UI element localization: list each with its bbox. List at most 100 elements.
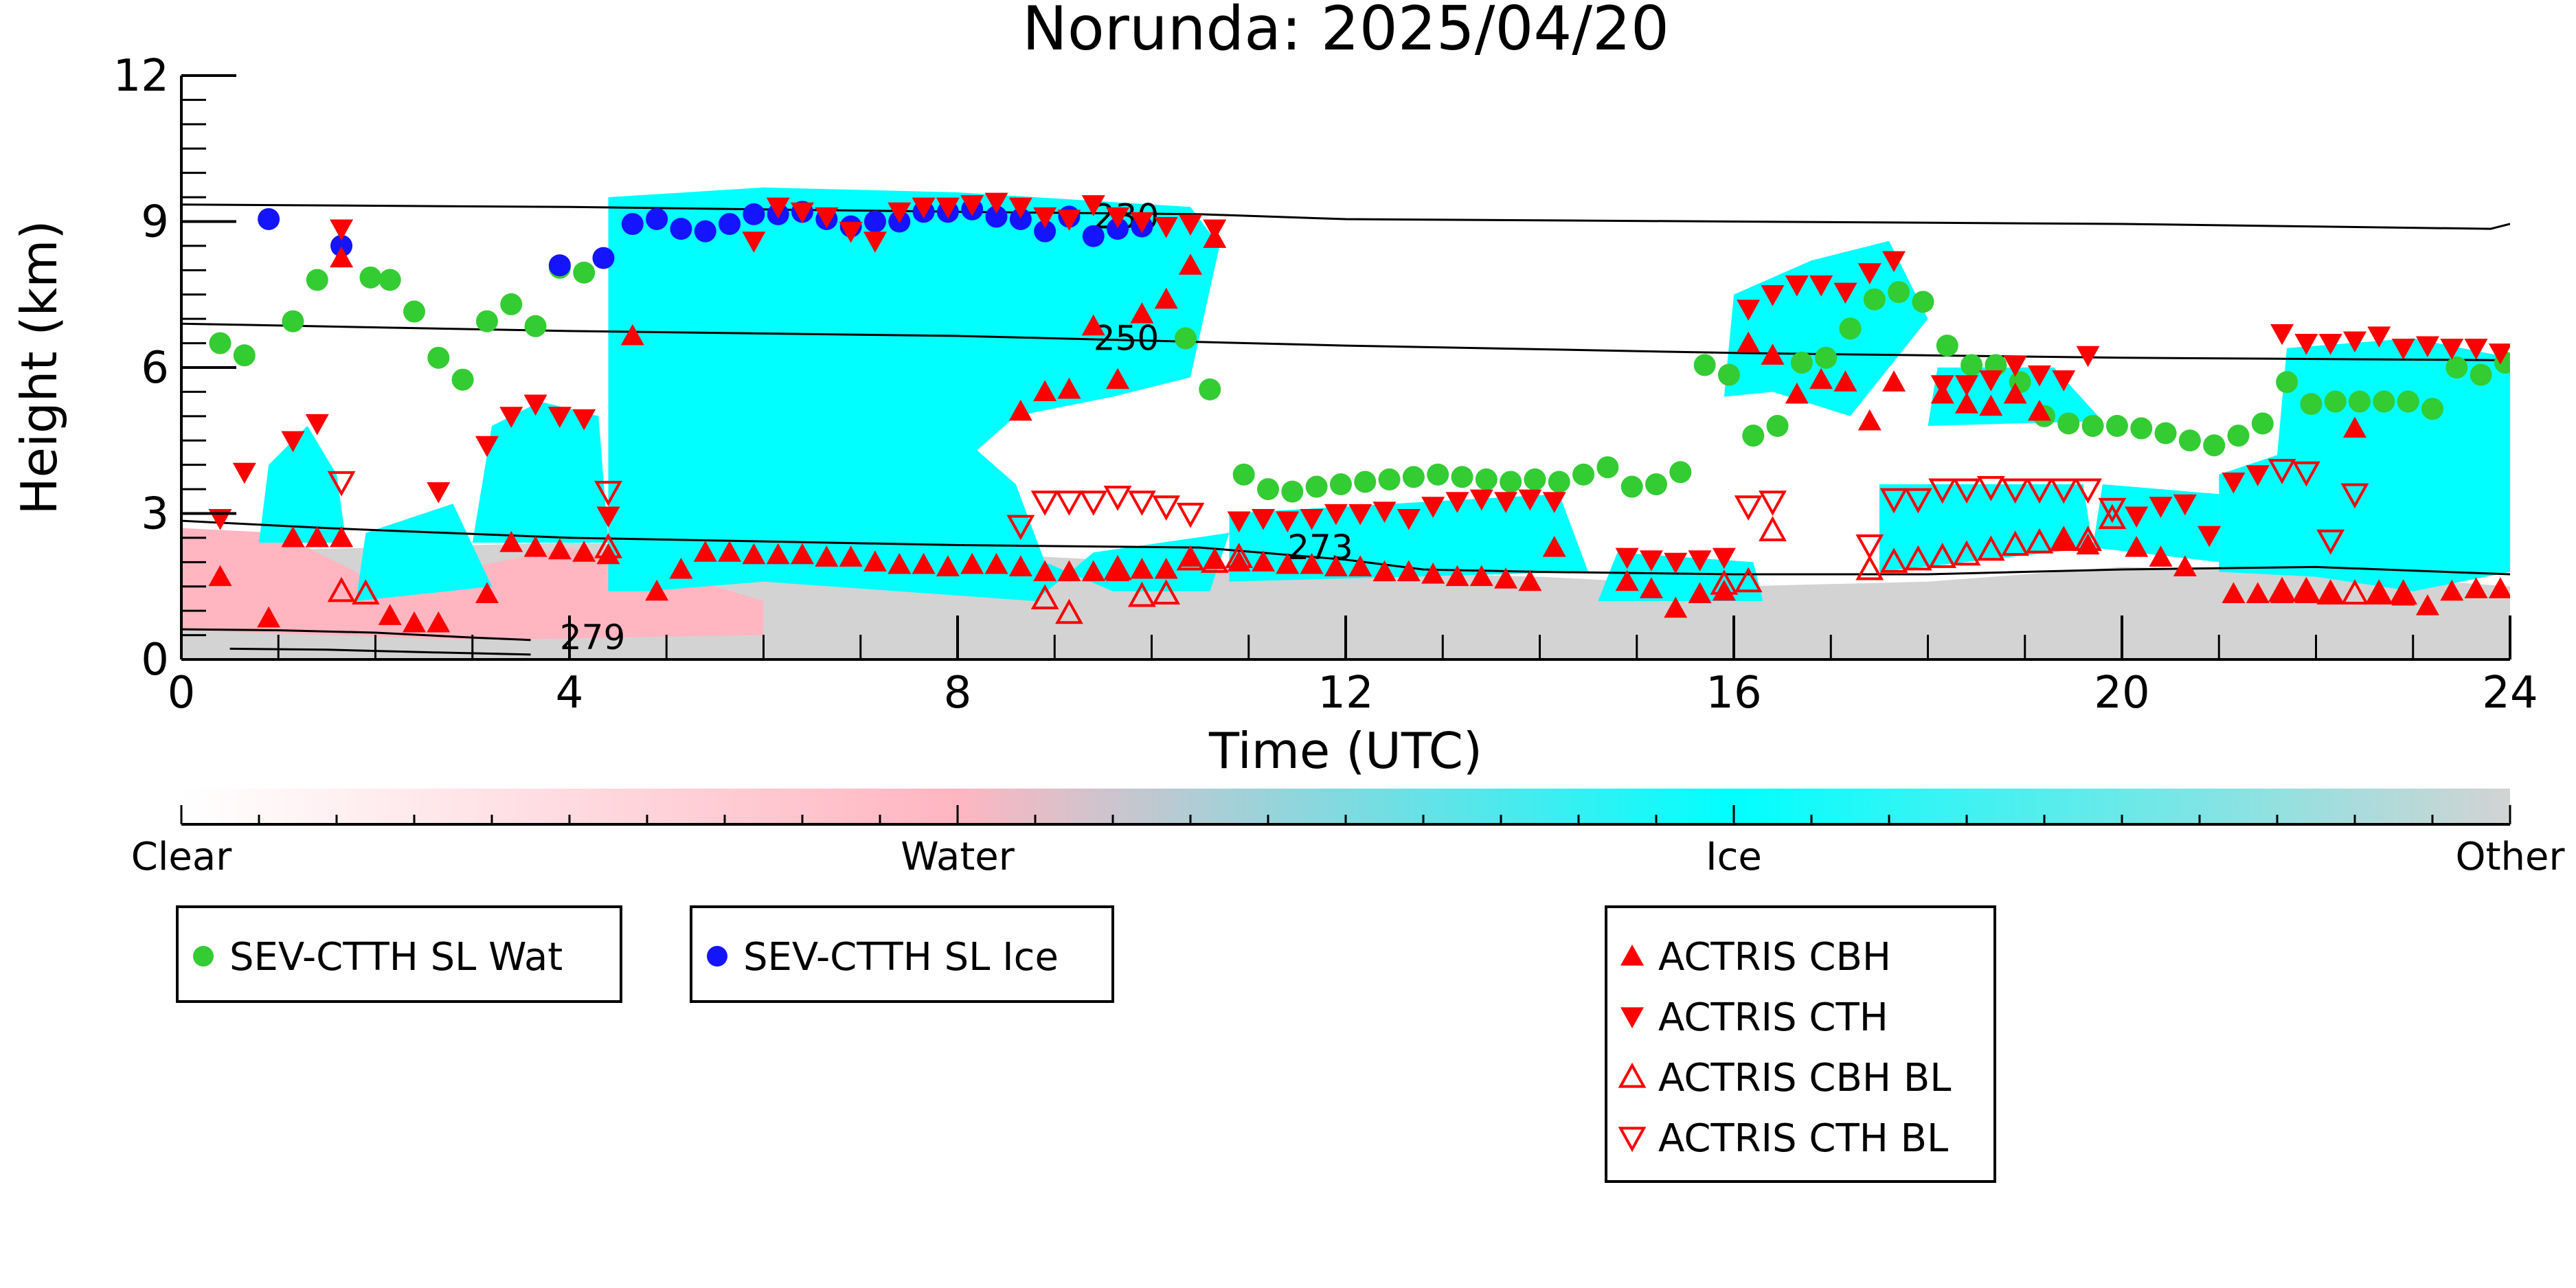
sev-ctth-sl-wat-point [2276,371,2298,394]
actris-cbh-point [2415,594,2439,615]
actris-cth-bl-point [1176,502,1205,528]
sev-ctth-sl-ice-point [1034,220,1057,242]
sev-ctth-sl-wat-point [1329,473,1352,495]
bg-region-ice-4 [472,401,609,543]
actris-cbh-point [669,557,693,579]
actris-cth-point [1857,263,1882,284]
actris-cbh-point [2343,416,2366,438]
sev-ctth-sl-wat-point [1961,354,1983,376]
actris-cbh-point [1008,399,1032,421]
actris-cth-point [1809,275,1833,297]
sev-ctth-sl-wat-point [1451,466,1473,488]
sev-ctth-sl-ice-point [1082,225,1105,247]
actris-cbh-point [960,552,984,574]
actris-cbh-point [1033,560,1057,582]
legend-frame [1605,905,1996,1183]
sev-ctth-sl-ice-point [592,247,615,269]
actris-cth-bl-point [594,481,622,506]
sev-ctth-sl-wat-point [1524,468,1546,490]
x-tick-label: 20 [2094,668,2149,719]
actris-cth-point [1057,210,1081,231]
actris-cth-point [2343,331,2366,353]
actris-cth-point [1664,552,1688,574]
actris-cbh-bl-point [1903,545,1932,571]
bg-region-ice-10 [1879,484,2093,572]
actris-cth-point [2125,506,2149,528]
actris-cbh-point [1081,560,1105,582]
sev-ctth-sl-wat-point [1281,480,1304,503]
actris-cth-point [2391,339,2415,360]
actris-cth-point [1785,275,1809,297]
actris-cbh-point [1130,557,1154,579]
sev-ctth-sl-wat-point [427,346,450,369]
actris-cth-point [281,431,305,453]
actris-cth-bl-point [1006,515,1035,541]
actris-cbh-point [1445,565,1469,587]
actris-cbh-point [2270,582,2294,603]
actris-cbh-bl-point [1176,545,1205,571]
sev-ctth-sl-wat-point [1427,463,1449,486]
actris-cth-point [2488,343,2510,365]
sev-ctth-sl-ice-point [330,234,353,257]
actris-cbh-point [499,531,523,552]
sev-ctth-sl-wat-point [1766,415,1789,437]
sev-ctth-sl-wat-point [1863,288,1886,310]
x-tick-label: 12 [1318,668,1373,719]
actris-cth-point [1494,492,1518,513]
sev-ctth-sl-ice-point [694,220,716,242]
actris-cth-bl-point [1855,534,1884,560]
actris-cth-point [1033,207,1057,229]
actris-cth-bl-point [1879,488,1908,514]
actris-cbh-bl-point [1855,554,1884,580]
actris-cth-point [766,197,790,219]
actris-cbh-point [984,552,1008,574]
actris-cth-point [1251,508,1275,530]
actris-cth-bl-point [1030,490,1059,516]
actris-cbh-point [742,543,766,565]
sev-ctth-sl-wat-point [2130,417,2153,440]
sev-ctth-sl-wat-point [2105,415,2128,437]
actris-cth-point [1955,375,1978,396]
sev-ctth-sl-wat-point [1742,425,1765,447]
actris-cth-point [888,202,912,224]
x-axis-label: Time (UTC) [1208,722,1482,780]
x-tick-label: 0 [168,668,196,719]
actris-cth-bl-point [2049,478,2078,504]
actris-cbh-bl-point [1127,581,1156,607]
actris-cbh-point [1372,560,1397,582]
actris-cth-point [1761,285,1785,306]
actris-cbh-point [863,550,887,572]
sev-ctth-sl-wat-point [1548,471,1570,493]
actris-cbh-point [888,552,912,574]
sev-ctth-sl-wat-point [2300,393,2323,416]
actris-cth-point [2197,526,2222,547]
actris-cbh-point [1057,560,1081,582]
actris-cth-point [1615,547,1639,569]
actris-cbh-point [2222,582,2246,603]
actris-cbh-point [1397,560,1421,582]
sev-ctth-sl-wat-point [2397,390,2419,413]
sev-ctth-sl-wat-point [233,344,256,367]
actris-cth-point [2318,333,2342,355]
contour-line-1 [181,322,2510,361]
actris-cbh-point [2391,584,2415,606]
actris-cth-point [1227,511,1251,533]
actris-cth-bl-point [1734,495,1763,521]
actris-cbh-point [547,538,572,560]
sev-ctth-sl-wat-point [1815,346,1838,369]
sev-ctth-sl-wat-point [359,266,382,289]
actris-cth-point [1348,504,1372,526]
legend-label: ACTRIS CBH [1658,935,1891,980]
actris-cbh-point [936,555,960,577]
actris-cth-bl-point [2292,461,2320,487]
legend-actris: ACTRIS CBH ACTRIS CTH ACTRIS CBH BL ACTRIS … [1605,905,1996,1183]
actris-cbh-bl-point [1928,543,1957,568]
sev-ctth-sl-wat-point [2373,390,2395,413]
actris-cth-point [1445,492,1469,513]
bg-region-ice-2 [259,426,347,543]
sev-ctth-sl-wat-point [1596,456,1619,479]
actris-cbh-point [766,543,790,565]
actris-cbh-bl-point [2316,579,2345,605]
actris-cth-point [1397,508,1421,530]
y-tick-label: 6 [141,343,169,394]
